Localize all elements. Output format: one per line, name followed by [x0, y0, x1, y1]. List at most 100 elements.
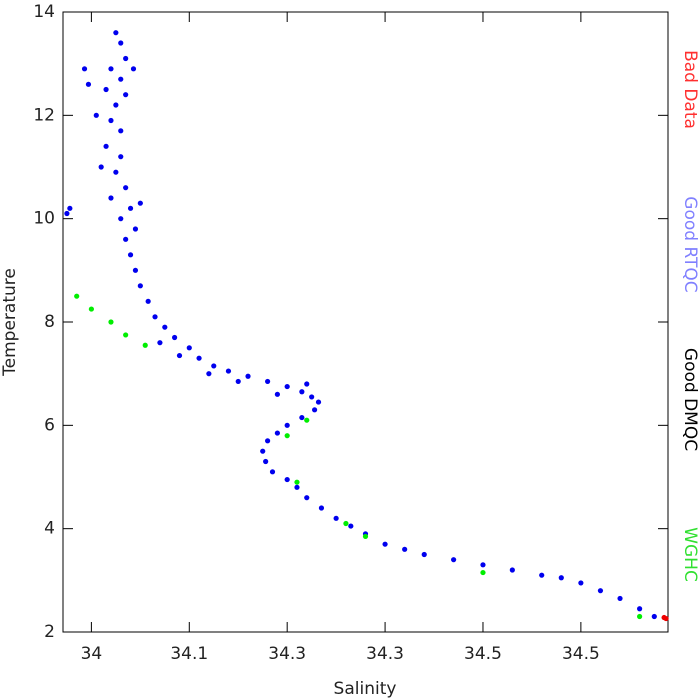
- data-point: [145, 298, 151, 304]
- data-point: [137, 283, 143, 289]
- data-point: [269, 469, 276, 475]
- data-point: [88, 306, 94, 312]
- data-point: [172, 334, 178, 341]
- data-point: [235, 378, 241, 385]
- data-point: [206, 371, 212, 377]
- data-point: [421, 551, 427, 558]
- data-point: [402, 546, 408, 552]
- data-point: [108, 319, 114, 325]
- data-point: [304, 495, 310, 501]
- data-point: [118, 76, 124, 82]
- data-point: [123, 185, 129, 191]
- data-point: [597, 588, 604, 594]
- x-tick-label: 34.3: [268, 644, 306, 664]
- data-point: [142, 342, 148, 348]
- data-point: [663, 615, 669, 622]
- data-point: [304, 417, 310, 423]
- x-tick-label: 34.1: [170, 644, 208, 664]
- data-point: [274, 430, 280, 436]
- data-point: [118, 216, 124, 222]
- data-point: [294, 484, 300, 490]
- data-point: [637, 613, 643, 620]
- data-point: [74, 293, 80, 299]
- side-label: Good DMQC: [680, 348, 700, 451]
- y-tick-label: 2: [44, 622, 55, 642]
- data-point: [245, 373, 251, 379]
- data-point: [67, 205, 73, 211]
- data-point: [284, 422, 290, 428]
- data-point: [480, 562, 486, 568]
- y-axis-title: Temperature: [0, 268, 20, 377]
- data-point: [123, 236, 129, 242]
- data-point: [123, 55, 129, 62]
- data-point: [132, 267, 139, 273]
- data-point: [263, 458, 269, 465]
- data-point: [123, 332, 129, 338]
- data-point: [64, 210, 70, 217]
- side-label: Good RTQC: [680, 196, 700, 292]
- data-point: [118, 154, 124, 160]
- data-point: [318, 505, 325, 511]
- data-point: [113, 30, 119, 36]
- data-point: [108, 66, 114, 72]
- data-point: [162, 324, 168, 330]
- data-point: [103, 143, 109, 149]
- data-point: [311, 407, 318, 413]
- data-point: [362, 533, 369, 540]
- y-tick-label: 10: [33, 209, 55, 229]
- data-point: [637, 606, 643, 612]
- side-label: WGHC: [680, 527, 700, 582]
- data-point: [265, 378, 271, 385]
- x-axis-title: Salinity: [334, 679, 397, 699]
- data-point: [558, 575, 564, 581]
- data-point: [103, 86, 109, 93]
- data-point: [509, 567, 515, 573]
- y-tick-label: 14: [33, 2, 55, 22]
- data-point: [152, 314, 158, 320]
- data-point: [451, 557, 457, 563]
- data-point: [108, 195, 114, 201]
- data-point: [81, 66, 88, 72]
- y-tick-label: 6: [44, 415, 55, 435]
- data-point: [382, 541, 388, 547]
- data-point: [284, 476, 290, 483]
- data-point: [127, 252, 134, 258]
- data-point: [118, 128, 124, 134]
- data-point: [617, 595, 623, 602]
- x-tick-label: 34.3: [366, 644, 404, 664]
- data-point: [196, 355, 202, 361]
- data-point: [98, 164, 104, 170]
- data-point: [127, 205, 134, 211]
- data-point: [93, 112, 99, 118]
- data-point: [113, 102, 119, 108]
- data-point: [176, 352, 183, 359]
- data-point: [299, 414, 305, 421]
- data-point: [123, 92, 129, 98]
- data-point: [130, 66, 137, 72]
- data-point: [118, 40, 124, 46]
- data-point: [299, 389, 305, 395]
- data-point: [651, 613, 657, 620]
- data-point: [343, 520, 349, 527]
- data-point: [578, 580, 584, 586]
- data-point: [274, 391, 280, 397]
- data-point: [260, 448, 266, 454]
- side-label: Bad Data: [680, 50, 700, 129]
- data-point: [304, 381, 310, 387]
- y-tick-label: 4: [44, 519, 55, 539]
- data-point: [480, 569, 486, 576]
- data-point: [113, 169, 119, 175]
- x-tick-label: 34.5: [464, 644, 502, 664]
- data-point: [348, 523, 354, 529]
- data-point: [284, 383, 290, 390]
- data-point: [315, 399, 322, 405]
- data-point: [108, 117, 114, 124]
- x-tick-label: 34.5: [562, 644, 600, 664]
- data-point: [225, 368, 232, 374]
- data-point: [539, 572, 545, 578]
- data-point: [309, 394, 315, 400]
- data-point: [294, 479, 300, 485]
- y-tick-label: 12: [33, 105, 55, 125]
- data-point: [333, 515, 339, 521]
